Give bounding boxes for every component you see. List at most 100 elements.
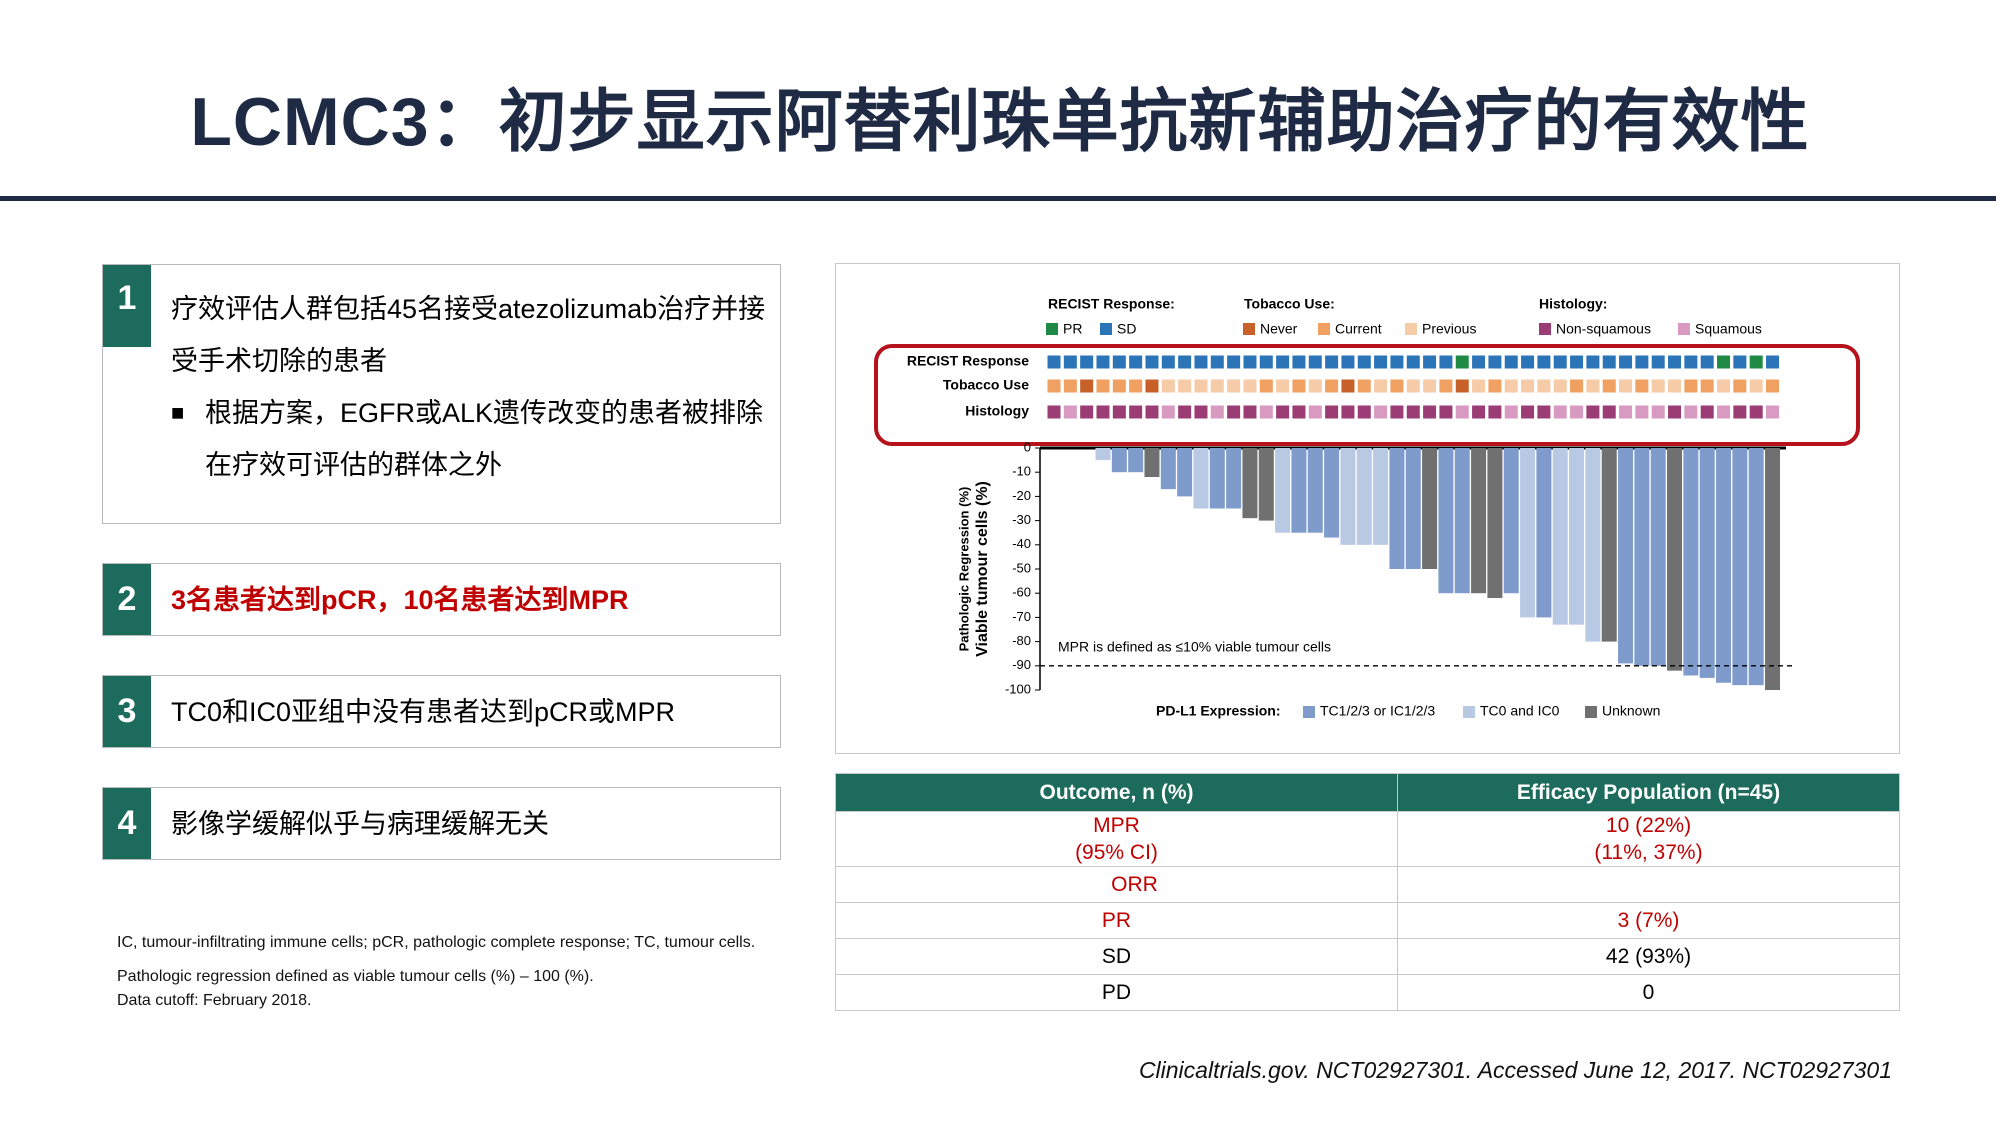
legend-label: TC0 and IC0 xyxy=(1480,703,1560,719)
cell-line: 0 xyxy=(1642,981,1655,1004)
chart-panel: RECIST Response: PR SD RECIST Response Tobac… xyxy=(835,263,1900,754)
bar xyxy=(1226,448,1242,509)
track-cell xyxy=(1357,355,1371,369)
bar xyxy=(1258,448,1274,521)
track-cell xyxy=(1063,379,1077,393)
track-cell xyxy=(1586,405,1600,419)
table-cell: 42 (93%) xyxy=(1397,938,1900,975)
track-cell xyxy=(1668,405,1682,419)
track-cell xyxy=(1766,379,1780,393)
cell-line: MPR xyxy=(1093,814,1140,837)
track-cell xyxy=(1080,405,1094,419)
point-number: 4 xyxy=(103,788,151,859)
bar xyxy=(1291,448,1307,533)
footnote: IC, tumour-infiltrating immune cells; pC… xyxy=(117,934,756,951)
bar xyxy=(1699,448,1715,678)
bar xyxy=(1095,448,1111,461)
legend-label: Current xyxy=(1335,321,1382,337)
point-body: 疗效评估人群包括45名接受atezolizumab治疗并接受手术切除的患者 ■ 根… xyxy=(151,265,780,523)
bar xyxy=(1177,448,1193,497)
y-tick-label: -50 xyxy=(1012,560,1031,575)
legend-swatch xyxy=(1463,706,1475,718)
track-cell xyxy=(1210,405,1224,419)
track-cell xyxy=(1194,355,1208,369)
bar xyxy=(1585,448,1601,642)
y-tick-label: -40 xyxy=(1012,536,1031,551)
chart: RECIST Response: PR SD RECIST Response Tobac… xyxy=(874,296,1860,719)
track-cell xyxy=(1112,379,1126,393)
legend-label: SD xyxy=(1117,321,1136,337)
track-cell xyxy=(1488,379,1502,393)
table-cell: ORR xyxy=(835,866,1398,903)
track-cell xyxy=(1504,405,1518,419)
track-cell xyxy=(1178,379,1192,393)
track-cell xyxy=(1145,355,1159,369)
track-cell xyxy=(1129,379,1143,393)
y-tick-label: -100 xyxy=(1005,681,1031,696)
threshold-label: MPR is defined as ≤10% viable tumour cel… xyxy=(1058,639,1331,655)
track-cell xyxy=(1570,355,1584,369)
sub-point-text: 根据方案，EGFR或ALK遗传改变的患者被排除在疗效可评估的群体之外 xyxy=(205,398,764,480)
bar xyxy=(1471,448,1487,594)
bar xyxy=(1389,448,1405,569)
y-tick-label: -80 xyxy=(1012,633,1031,648)
track-cell xyxy=(1749,405,1763,419)
track-cell xyxy=(1472,379,1486,393)
table-header-row: Outcome, n (%) Efficacy Population (n=45) xyxy=(835,773,1900,812)
track-cell xyxy=(1194,379,1208,393)
track-cell xyxy=(1521,355,1535,369)
y-tick-label: -10 xyxy=(1012,464,1031,479)
track-cell xyxy=(1276,355,1290,369)
track-cell xyxy=(1063,405,1077,419)
table-cell xyxy=(1397,866,1900,903)
footnote: Data cutoff: February 2018. xyxy=(117,992,312,1009)
track-cell xyxy=(1700,405,1714,419)
track-cell xyxy=(1553,379,1567,393)
bar xyxy=(1569,448,1585,625)
track-cell xyxy=(1684,355,1698,369)
track-cell xyxy=(1292,405,1306,419)
track-cell xyxy=(1341,355,1355,369)
point-text: 3名患者达到pCR，10名患者达到MPR xyxy=(171,584,629,615)
track-cell xyxy=(1717,405,1731,419)
table-cell: 3 (7%) xyxy=(1397,902,1900,939)
table-row: PR 3 (7%) xyxy=(835,902,1900,939)
bar xyxy=(1487,448,1503,599)
track-cell xyxy=(1145,405,1159,419)
bar xyxy=(1732,448,1748,686)
track-cell xyxy=(1341,405,1355,419)
point-box: 1 疗效评估人群包括45名接受atezolizumab治疗并接受手术切除的患者 … xyxy=(102,264,781,524)
point-text: TC0和IC0亚组中没有患者达到pCR或MPR xyxy=(171,696,676,727)
track-cell xyxy=(1161,405,1175,419)
track-cell xyxy=(1586,355,1600,369)
bar xyxy=(1340,448,1356,545)
outcome-table: Outcome, n (%) Efficacy Population (n=45)… xyxy=(835,773,1900,1011)
track-cell xyxy=(1227,355,1241,369)
cell-line: PR xyxy=(1101,909,1132,932)
bar xyxy=(1275,448,1291,533)
bar xyxy=(1634,448,1650,666)
track-cell xyxy=(1406,355,1420,369)
track-cell xyxy=(1129,355,1143,369)
table-cell: MPR (95% CI) xyxy=(835,811,1398,867)
track-cell xyxy=(1602,355,1616,369)
point-box: 3 TC0和IC0亚组中没有患者达到pCR或MPR xyxy=(102,675,781,748)
track-cell xyxy=(1308,405,1322,419)
track-cell xyxy=(1684,379,1698,393)
track-cell xyxy=(1733,379,1747,393)
legend-label: Squamous xyxy=(1695,321,1762,337)
track-cell xyxy=(1047,405,1061,419)
track-cell xyxy=(1537,355,1551,369)
track-label: Histology xyxy=(965,403,1029,419)
track-cell xyxy=(1259,405,1273,419)
track-cell xyxy=(1553,355,1567,369)
track-cell xyxy=(1406,405,1420,419)
legend-title: Tobacco Use: xyxy=(1244,296,1335,312)
track-cell xyxy=(1651,379,1665,393)
track-cell xyxy=(1472,405,1486,419)
bar xyxy=(1307,448,1323,533)
cell-line: (95% CI) xyxy=(1075,841,1158,864)
track-cell xyxy=(1733,355,1747,369)
track-cell xyxy=(1178,355,1192,369)
